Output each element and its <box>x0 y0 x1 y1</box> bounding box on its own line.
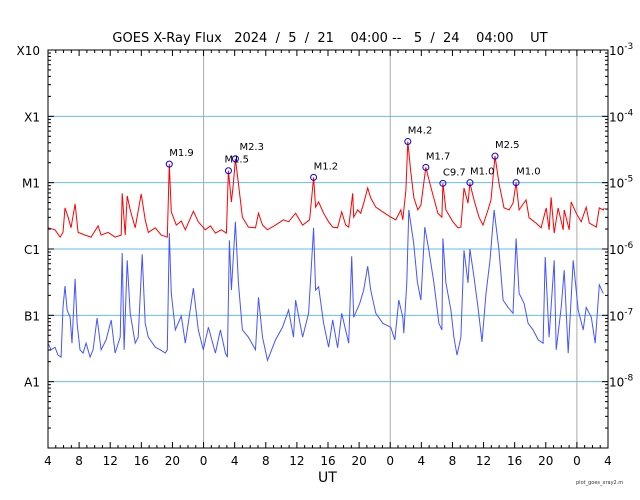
y-left-label: A1 <box>24 376 40 390</box>
x-axis-label: UT <box>318 470 337 486</box>
y-right-label: 10-7 <box>609 307 633 323</box>
flare-label: M4.2 <box>408 126 433 137</box>
y-right-label: 10-4 <box>609 108 634 124</box>
x-tick-label: 12 <box>103 454 118 468</box>
x-tick-label: 16 <box>507 454 522 468</box>
x-tick-label: 8 <box>75 454 83 468</box>
x-tick-label: 20 <box>351 454 366 468</box>
x-tick-label: 4 <box>44 454 52 468</box>
x-tick-label: 0 <box>573 454 581 468</box>
x-tick-label: 20 <box>165 454 180 468</box>
flare-marker <box>439 179 447 187</box>
flare-marker <box>310 173 318 181</box>
x-tick-label: 20 <box>538 454 553 468</box>
series-long-line <box>47 141 605 239</box>
flare-label: M1.5 <box>224 155 249 166</box>
y-right-label: 10-8 <box>609 374 634 390</box>
flare-marker <box>404 138 412 146</box>
x-tick-label: 0 <box>386 454 394 468</box>
flare-marker <box>165 160 173 168</box>
x-tick-label: 4 <box>604 454 612 468</box>
flare-label: M1.7 <box>426 151 451 162</box>
flare-marker <box>224 167 232 175</box>
x-tick-label: 16 <box>320 454 335 468</box>
flare-label: M1.2 <box>314 161 339 172</box>
y-right-label: 10-6 <box>609 241 634 257</box>
flare-label: M1.0 <box>516 167 541 178</box>
x-tick-label: 12 <box>289 454 304 468</box>
flare-marker <box>466 179 474 187</box>
y-left-label: B1 <box>24 309 40 323</box>
series-short-line <box>47 209 604 363</box>
flare-marker <box>491 152 499 160</box>
y-right-label: 10-5 <box>609 175 633 191</box>
flare-marker <box>512 179 520 187</box>
flare-label: M1.0 <box>470 167 495 178</box>
y-left-label: X1 <box>24 110 40 124</box>
x-tick-label: 4 <box>231 454 239 468</box>
flare-label: M2.5 <box>495 140 520 151</box>
flare-label: M1.9 <box>169 148 194 159</box>
footnote: plot_goes_xray2.m <box>576 480 624 486</box>
y-left-label: M1 <box>22 177 40 191</box>
chart-title: GOES X-Ray Flux 2024 / 5 / 21 04:00 -- 5… <box>112 31 548 46</box>
flare-marker <box>231 155 239 163</box>
x-tick-label: 12 <box>476 454 491 468</box>
x-tick-label: 8 <box>262 454 270 468</box>
x-tick-label: 16 <box>134 454 149 468</box>
flare-label: M2.3 <box>239 142 264 153</box>
x-tick-label: 8 <box>449 454 457 468</box>
y-left-label: C1 <box>24 243 40 257</box>
y-right-label: 10-3 <box>609 42 633 58</box>
x-tick-label: 4 <box>418 454 426 468</box>
x-tick-label: 0 <box>200 454 208 468</box>
y-left-label: X10 <box>17 44 41 58</box>
flare-marker <box>422 163 430 171</box>
flare-label: C9.7 <box>443 167 466 178</box>
